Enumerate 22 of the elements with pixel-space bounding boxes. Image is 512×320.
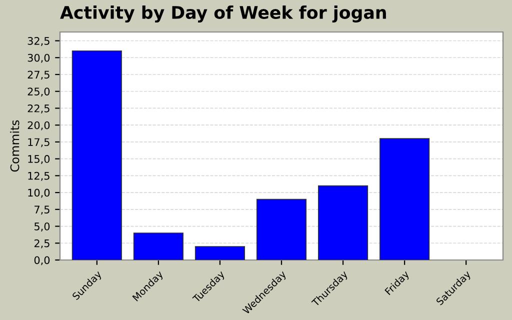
bar (133, 232, 184, 260)
y-tick-label: 30,0 (28, 54, 50, 63)
bar (380, 138, 430, 260)
y-axis-title: Commits (10, 120, 20, 172)
y-tick-label: 5,0 (34, 222, 50, 232)
y-tick-label: 22,5 (28, 104, 50, 114)
y-tick-label: 12,5 (28, 172, 50, 181)
y-tick-label: 27,5 (28, 70, 50, 80)
y-tick-label: 32,5 (28, 36, 50, 46)
bar (318, 185, 368, 260)
y-tick-label: 10,0 (28, 188, 50, 198)
y-tick-label: 0,0 (34, 256, 50, 266)
bar (72, 50, 122, 260)
y-tick-label: 15,0 (28, 155, 50, 164)
y-tick-label: 7,5 (34, 206, 50, 215)
y-tick-label: 25,0 (28, 88, 50, 97)
chart-title: Activity by Day of Week for jogan (60, 6, 386, 22)
y-tick-label: 2,5 (34, 239, 50, 248)
bar (194, 246, 246, 260)
y-tick-label: 20,0 (28, 121, 50, 130)
y-tick-label: 17,5 (28, 138, 50, 148)
bar (256, 198, 307, 260)
